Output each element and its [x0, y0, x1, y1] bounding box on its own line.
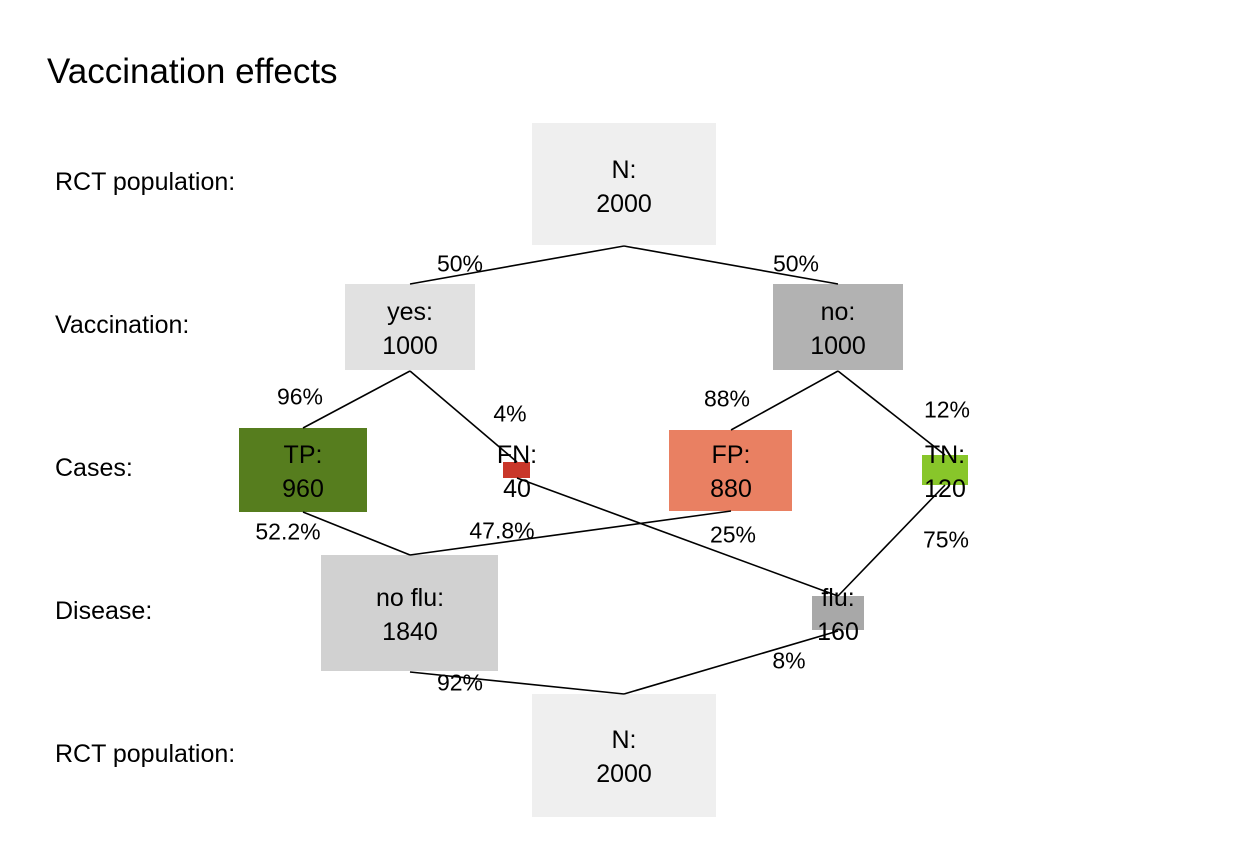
node-text-yes: yes: 1000 — [382, 295, 438, 363]
node-text-tp: TP: 960 — [282, 438, 324, 506]
node-text-no-flu: no flu: 1840 — [376, 581, 444, 649]
edge-prob-no-tn: 12% — [923, 396, 971, 423]
edge-prob-noflu-n: 92% — [436, 669, 484, 696]
node-label: FP: — [711, 441, 751, 469]
node-label: TN: — [924, 441, 966, 469]
node-value: 2000 — [596, 190, 652, 218]
node-value: 880 — [710, 475, 752, 503]
node-box-yes — [345, 284, 475, 370]
edge-no-fp — [730, 370, 839, 431]
row-label-cases: Cases: — [55, 454, 133, 482]
node-value: 40 — [503, 475, 531, 503]
node-box-no — [773, 284, 903, 370]
row-label-disease: Disease: — [55, 597, 153, 625]
node-box-no-flu — [321, 555, 498, 671]
node-box-tn — [922, 455, 968, 485]
node-text-n-top: N: 2000 — [596, 153, 652, 221]
node-label: yes: — [387, 298, 433, 326]
edge-no-tn — [837, 370, 946, 456]
node-box-fn — [503, 462, 530, 478]
edge-prob-flu-n: 8% — [772, 647, 806, 674]
node-text-tn: TN: 120 — [924, 438, 966, 506]
edge-fn-flu — [516, 477, 839, 597]
node-value: 960 — [282, 475, 324, 503]
node-box-n-bottom — [532, 694, 716, 817]
node-value: 120 — [924, 475, 966, 503]
edge-prob-tn-flu: 75% — [922, 526, 970, 553]
edge-n-yes — [409, 245, 625, 285]
edge-prob-n-yes: 50% — [436, 250, 484, 277]
edge-prob-yes-tp: 96% — [276, 383, 324, 410]
node-value: 1000 — [382, 332, 438, 360]
node-text-flu: flu: 160 — [817, 581, 859, 649]
node-label: no flu: — [375, 584, 445, 612]
node-label: N: — [611, 726, 637, 754]
node-value: 160 — [817, 618, 859, 646]
edge-prob-fp-noflu: 47.8% — [469, 517, 535, 544]
edge-fp-noflu — [409, 510, 732, 556]
node-label: no: — [820, 298, 856, 326]
node-text-n-bottom: N: 2000 — [596, 723, 652, 791]
edge-flu-n — [623, 630, 839, 695]
node-box-flu — [812, 596, 864, 630]
edge-noflu-n — [409, 671, 625, 695]
node-text-fn: FN: 40 — [497, 438, 537, 506]
node-text-no: no: 1000 — [810, 295, 866, 363]
edge-prob-no-fp: 88% — [703, 385, 751, 412]
edge-yes-tp — [302, 370, 411, 429]
node-value: 2000 — [596, 760, 652, 788]
diagram-title: Vaccination effects — [47, 52, 338, 91]
node-label: flu: — [821, 584, 855, 612]
edge-prob-tp-noflu: 52.2% — [255, 518, 321, 545]
edge-yes-fn — [409, 370, 518, 463]
node-value: 1000 — [810, 332, 866, 360]
node-label: N: — [611, 156, 637, 184]
edge-tp-noflu — [302, 511, 411, 556]
node-label: TP: — [283, 441, 323, 469]
node-box-fp — [669, 430, 792, 511]
node-text-fp: FP: 880 — [710, 438, 752, 506]
row-label-vaccination: Vaccination: — [55, 311, 190, 339]
edge-prob-fn-flu: 25% — [709, 521, 757, 548]
row-label-rct-population-top: RCT population: — [55, 168, 236, 196]
edge-tn-flu — [837, 484, 946, 597]
edge-prob-n-no: 50% — [772, 250, 820, 277]
node-label: FN: — [496, 441, 538, 469]
node-box-n-top — [532, 123, 716, 245]
edge-n-no — [623, 245, 839, 285]
edge-prob-yes-fn: 4% — [493, 400, 527, 427]
row-label-rct-population-bottom: RCT population: — [55, 740, 236, 768]
node-box-tp — [239, 428, 367, 512]
node-value: 1840 — [382, 618, 438, 646]
